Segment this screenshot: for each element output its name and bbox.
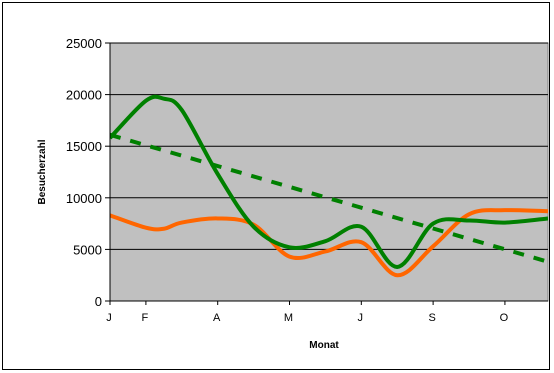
y-tick-label: 10000	[66, 191, 102, 206]
x-axis-title: Monat	[309, 340, 339, 351]
x-tick-label: J	[106, 312, 112, 324]
y-axis-ticks: 0 5000 10000 15000 20000 25000	[66, 36, 111, 309]
x-tick-label: O	[500, 312, 509, 324]
y-axis-title: Besucherzahl	[37, 139, 48, 204]
y-tick-label: 25000	[66, 36, 102, 51]
series-layer	[110, 94, 548, 278]
x-tick-label: S	[428, 312, 435, 324]
plot-area	[109, 42, 549, 302]
x-tick-label: J	[358, 312, 364, 324]
y-tick-label: 15000	[66, 139, 102, 154]
series-line	[110, 94, 548, 269]
series-line	[110, 208, 548, 278]
x-tick-label: F	[142, 312, 149, 324]
y-tick-label: 0	[95, 294, 102, 309]
gridlines	[110, 42, 548, 250]
x-tick-label: A	[213, 312, 221, 324]
y-tick-label: 20000	[66, 88, 102, 103]
x-tick-label: M	[284, 312, 293, 324]
trendline	[110, 132, 548, 264]
y-tick-label: 5000	[73, 242, 102, 257]
